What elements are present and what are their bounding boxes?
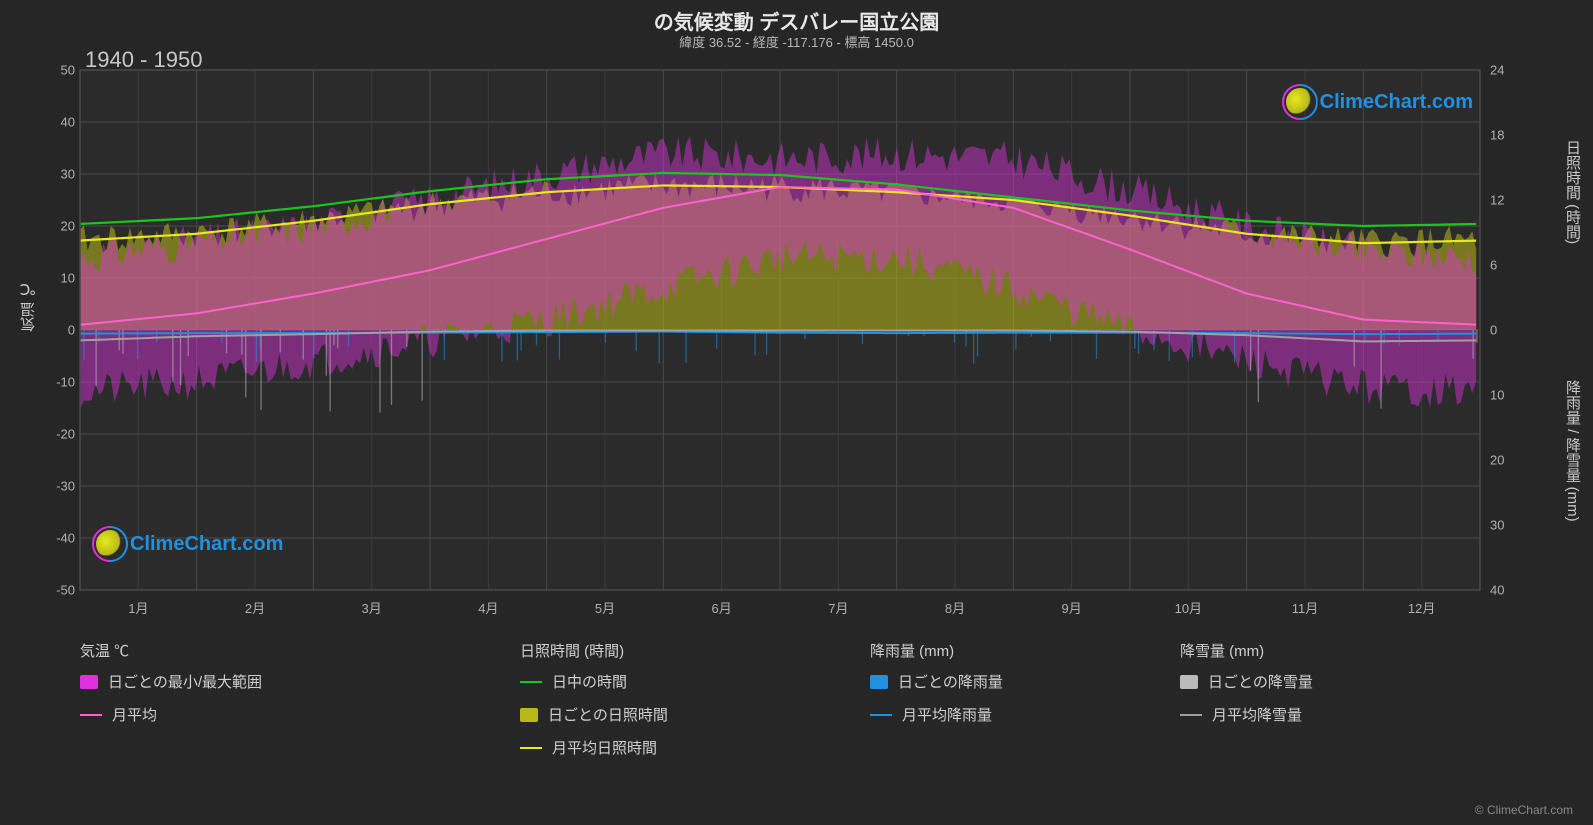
legend-swatch-icon xyxy=(80,675,98,689)
legend-item-label: 月平均降雪量 xyxy=(1212,704,1302,725)
legend-item-label: 日ごとの降雨量 xyxy=(898,671,1003,692)
climechart-logo-icon xyxy=(96,530,124,558)
y-right-top-tick: 12 xyxy=(1490,193,1530,208)
y-right-bottom-tick: 40 xyxy=(1490,583,1530,598)
y-left-tick: 30 xyxy=(25,167,75,182)
x-tick-month: 4月 xyxy=(478,598,498,617)
legend-item-label: 月平均日照時間 xyxy=(552,737,657,758)
legend-item-label: 日ごとの降雪量 xyxy=(1208,671,1313,692)
legend-group: 降雪量 (mm) 日ごとの降雪量月平均降雪量 xyxy=(1180,640,1313,737)
y-right-bottom-tick: 10 xyxy=(1490,388,1530,403)
x-tick-month: 6月 xyxy=(712,598,732,617)
y-right-bottom-tick: 30 xyxy=(1490,518,1530,533)
x-tick-month: 7月 xyxy=(828,598,848,617)
legend-item-label: 日中の時間 xyxy=(552,671,627,692)
y-right-top-tick: 24 xyxy=(1490,63,1530,78)
x-tick-month: 12月 xyxy=(1408,598,1435,617)
legend-item: 日中の時間 xyxy=(520,671,668,692)
y-left-tick: 50 xyxy=(25,63,75,78)
y-left-tick: -50 xyxy=(25,583,75,598)
y-left-tick: -10 xyxy=(25,375,75,390)
legend-line-icon xyxy=(520,681,542,683)
watermark-text: ClimeChart.com xyxy=(130,533,283,556)
y-left-tick: -30 xyxy=(25,479,75,494)
legend-group: 日照時間 (時間) 日中の時間日ごとの日照時間月平均日照時間 xyxy=(520,640,668,770)
climechart-logo-icon xyxy=(1286,88,1314,116)
legend-item: 日ごとの日照時間 xyxy=(520,704,668,725)
legend-item: 月平均日照時間 xyxy=(520,737,668,758)
legend-swatch-icon xyxy=(1180,675,1198,689)
legend-item: 月平均 xyxy=(80,704,262,725)
legend-group-title: 降雪量 (mm) xyxy=(1180,640,1313,661)
y-left-tick: 0 xyxy=(25,323,75,338)
y-right-bottom-axis-label: 降雨量 / 降雪量 (mm) xyxy=(1562,380,1583,522)
x-tick-month: 2月 xyxy=(245,598,265,617)
y-right-bottom-tick: 20 xyxy=(1490,453,1530,468)
x-tick-month: 9月 xyxy=(1062,598,1082,617)
legend-item: 日ごとの最小/最大範囲 xyxy=(80,671,262,692)
y-left-tick: -40 xyxy=(25,531,75,546)
legend-item-label: 月平均 xyxy=(112,704,157,725)
legend-group-title: 日照時間 (時間) xyxy=(520,640,668,661)
legend-group: 気温 ℃ 日ごとの最小/最大範囲月平均 xyxy=(80,640,262,737)
legend-item: 日ごとの降雨量 xyxy=(870,671,1003,692)
legend-swatch-icon xyxy=(520,708,538,722)
y-left-tick: 20 xyxy=(25,219,75,234)
y-left-tick: 10 xyxy=(25,271,75,286)
y-left-tick: 40 xyxy=(25,115,75,130)
legend-line-icon xyxy=(870,714,892,716)
legend-group-title: 気温 ℃ xyxy=(80,640,262,661)
y-right-top-tick: 18 xyxy=(1490,128,1530,143)
legend-item-label: 日ごとの最小/最大範囲 xyxy=(108,671,262,692)
legend-line-icon xyxy=(1180,714,1202,716)
x-tick-month: 8月 xyxy=(945,598,965,617)
legend-item-label: 月平均降雨量 xyxy=(902,704,992,725)
legend-line-icon xyxy=(520,747,542,749)
watermark-bottom-left: ClimeChart.com xyxy=(96,530,283,558)
x-tick-month: 11月 xyxy=(1292,598,1319,617)
y-right-top-axis-label: 日照時間 (時間) xyxy=(1562,140,1583,244)
legend-item-label: 日ごとの日照時間 xyxy=(548,704,668,725)
legend-group: 降雨量 (mm) 日ごとの降雨量月平均降雨量 xyxy=(870,640,1003,737)
x-tick-month: 10月 xyxy=(1175,598,1202,617)
x-tick-month: 3月 xyxy=(362,598,382,617)
y-right-top-tick: 6 xyxy=(1490,258,1530,273)
y-right-top-tick: 0 xyxy=(1490,323,1530,338)
legend-item: 月平均降雨量 xyxy=(870,704,1003,725)
legend-group-title: 降雨量 (mm) xyxy=(870,640,1003,661)
x-tick-month: 1月 xyxy=(128,598,148,617)
watermark-top-right: ClimeChart.com xyxy=(1286,88,1473,116)
legend-item: 日ごとの降雪量 xyxy=(1180,671,1313,692)
watermark-text: ClimeChart.com xyxy=(1320,91,1473,114)
x-tick-month: 5月 xyxy=(595,598,615,617)
legend-item: 月平均降雪量 xyxy=(1180,704,1313,725)
legend-swatch-icon xyxy=(870,675,888,689)
legend-line-icon xyxy=(80,714,102,716)
credit-text: © ClimeChart.com xyxy=(1475,803,1573,817)
y-left-tick: -20 xyxy=(25,427,75,442)
